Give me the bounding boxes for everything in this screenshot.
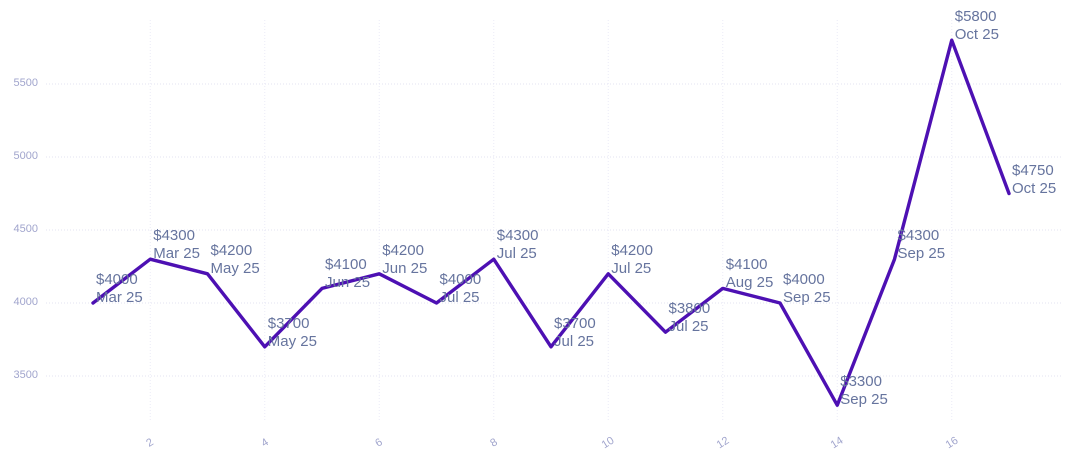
y-axis-tick-label: 3500 [13,369,38,381]
point-value: $4200 [611,241,653,259]
point-label: $4200 Jul 25 [611,242,653,278]
y-axis-tick-label: 4000 [13,296,38,308]
point-date: Sep 25 [840,391,888,409]
point-label: $4000 Sep 25 [783,271,831,307]
point-date: Jul 25 [611,259,652,277]
point-label: $4300 Jul 25 [497,227,539,263]
y-axis-tick-label: 5500 [13,77,38,89]
point-value: $4000 [96,271,138,288]
point-label: $3800 Jul 25 [669,300,711,336]
point-label: $3700 Jul 25 [554,315,596,351]
point-label: $4000 Jul 25 [440,271,482,307]
point-date: Jul 25 [496,245,537,263]
point-date: May 25 [267,332,317,350]
point-label: $3300 Sep 25 [840,373,888,409]
point-value: $4300 [153,227,195,245]
point-date: Jun 25 [325,274,371,292]
point-value: $4100 [725,256,768,274]
point-value: $4200 [210,241,253,259]
point-date: Jul 25 [439,289,480,306]
point-label: $4300 Mar 25 [153,227,200,263]
point-value: $4300 [496,227,539,245]
point-value: $3700 [267,314,310,332]
y-axis-tick-label: 5000 [13,150,38,162]
point-value: $3700 [554,314,596,332]
point-date: Mar 25 [153,245,200,263]
point-label: $4200 May 25 [211,242,260,278]
point-value: $3300 [840,373,882,391]
point-date: Sep 25 [897,245,946,263]
point-value: $4750 [1012,161,1054,179]
point-label: $5800 Oct 25 [955,8,999,44]
point-value: $4300 [897,227,940,245]
point-label: $4100 Jun 25 [325,256,370,292]
point-label: $3700 May 25 [268,315,317,351]
point-value: $4200 [382,241,424,259]
point-value: $3800 [668,300,711,318]
point-date: May 25 [210,259,260,277]
point-value: $5800 [954,8,997,26]
point-value: $4000 [783,271,825,288]
point-value: $4100 [325,256,367,274]
point-date: Mar 25 [96,289,143,306]
point-label: $4200 Jun 25 [382,242,427,278]
point-label: $4750 Oct 25 [1012,162,1056,198]
point-label: $4300 Sep 25 [898,227,946,263]
data-line-series [91,38,1011,407]
point-date: Jun 25 [382,259,428,277]
point-label: $4000 Mar 25 [96,271,143,307]
y-axis-tick-label: 4500 [13,223,38,235]
point-date: Sep 25 [783,289,831,306]
point-date: Jul 25 [554,332,595,350]
point-date: Jul 25 [668,318,709,336]
point-date: Oct 25 [954,26,999,44]
point-label: $4100 Aug 25 [726,256,774,292]
point-value: $4000 [439,271,482,288]
point-date: Aug 25 [725,274,774,292]
point-date: Oct 25 [1012,179,1057,197]
